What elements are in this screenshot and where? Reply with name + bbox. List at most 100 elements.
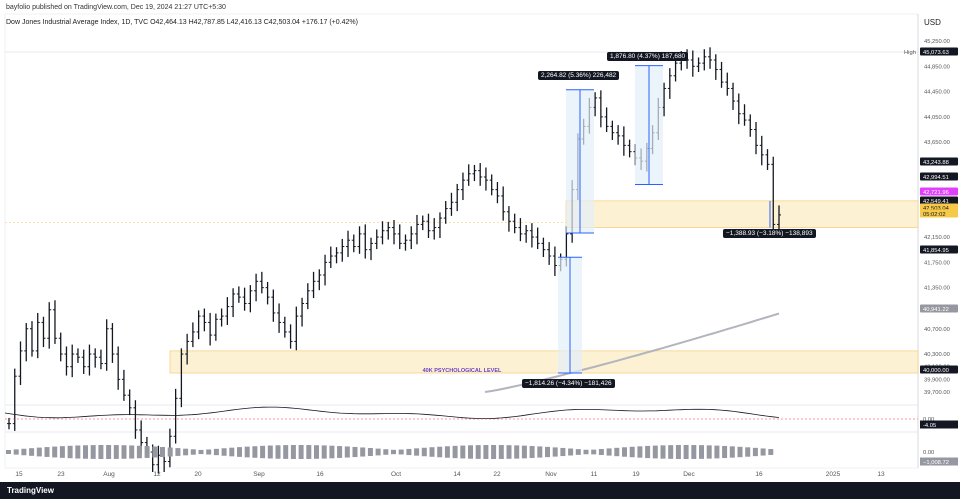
ohlc-bar xyxy=(392,219,396,245)
histogram-bar xyxy=(722,445,728,459)
histogram-bar xyxy=(52,446,58,458)
histogram-bar xyxy=(206,449,212,455)
ohlc-bar xyxy=(7,417,11,430)
high-label: High xyxy=(904,50,916,56)
measure-label-down-2: −1,388.93 (−3.18%) −138,893 xyxy=(723,229,816,238)
ohlc-bar xyxy=(328,246,333,269)
histogram-bar xyxy=(706,445,712,459)
ohlc-bar xyxy=(426,213,431,239)
ohlc-bar xyxy=(35,312,40,359)
histogram-bar xyxy=(529,446,535,458)
ohlc-bar xyxy=(702,49,707,71)
measure-label-up-2: 1,876.80 (4.37%) 187,680 xyxy=(607,52,689,61)
histogram-bar xyxy=(290,445,296,459)
zone-support xyxy=(565,200,919,228)
x-tick-label: 11 xyxy=(591,471,598,478)
histogram-bar xyxy=(252,446,258,458)
histogram-bar xyxy=(67,445,73,459)
histogram-bar xyxy=(352,446,358,458)
histogram-bar xyxy=(444,446,450,458)
histogram-bar xyxy=(591,449,597,455)
histogram-bar xyxy=(375,448,381,456)
price-tag xyxy=(920,304,958,313)
histogram-bar xyxy=(136,445,142,459)
x-tick-label: 20 xyxy=(194,471,202,478)
ohlc-bar xyxy=(627,139,632,158)
histogram-bar xyxy=(21,448,27,456)
histogram-bar xyxy=(221,448,227,456)
histogram-bar xyxy=(229,447,235,457)
price-tag-label: 42,549.41 xyxy=(923,199,949,205)
histogram-bar xyxy=(645,445,651,459)
ohlc-bar xyxy=(18,341,23,386)
ohlc-bar xyxy=(403,234,408,251)
histogram-bar xyxy=(691,445,697,459)
histogram-bar xyxy=(398,449,404,455)
ohlc-bar xyxy=(47,302,52,349)
ohlc-bar xyxy=(621,126,626,156)
ohlc-bar xyxy=(52,300,57,344)
histogram-bar xyxy=(337,446,343,458)
histogram-bar xyxy=(537,446,543,458)
price-tag xyxy=(920,47,958,56)
histogram-bar xyxy=(683,445,689,459)
ohlc-bar xyxy=(265,281,270,305)
histogram-bar xyxy=(622,447,627,457)
histogram-bar xyxy=(737,446,743,458)
ohlc-bar xyxy=(334,247,339,264)
ohlc-bar xyxy=(409,226,414,250)
histogram-bar xyxy=(113,445,119,459)
ohlc-bar xyxy=(225,297,230,325)
histogram-bar xyxy=(129,445,135,459)
y-tick-label: 40,300.00 xyxy=(924,352,950,358)
x-tick-label: 14 xyxy=(453,471,461,478)
ohlc-bar xyxy=(179,348,184,408)
ohlc-bar xyxy=(64,346,69,376)
ohlc-bar xyxy=(317,269,322,291)
price-tag-label: 43,243.88 xyxy=(923,160,949,166)
histogram-bar xyxy=(198,449,204,455)
ohlc-bar xyxy=(29,321,34,357)
ohlc-bar xyxy=(777,205,781,234)
ohlc-bar xyxy=(110,323,115,363)
ohlc-bar xyxy=(311,271,316,299)
price-chart: 40K PSYCHOLOGICAL LEVEL 15 23 Aug 12 20 Sep 16 O… xyxy=(4,13,958,478)
x-tick-label: 13 xyxy=(877,471,885,478)
ohlc-bar xyxy=(460,172,465,201)
ohlc-bar xyxy=(771,156,776,232)
histogram-bar xyxy=(152,446,158,458)
ohlc-bar xyxy=(75,348,80,363)
price-tag-label: 40,000.00 xyxy=(923,368,949,374)
ohlc-bar xyxy=(518,218,523,242)
histogram-bar xyxy=(452,445,458,459)
y-tick-label: 44,450.00 xyxy=(924,90,950,96)
histogram-bar xyxy=(675,445,681,459)
ohlc-bar xyxy=(512,213,517,234)
histogram-bar xyxy=(59,446,65,458)
histogram-bar xyxy=(468,445,473,459)
histogram-bar xyxy=(98,445,104,459)
histogram-bar xyxy=(329,445,335,459)
x-tick-label: 23 xyxy=(57,471,65,478)
currency-label[interactable]: USD xyxy=(924,18,941,27)
ohlc-bar xyxy=(420,215,425,231)
ohlc-bar xyxy=(524,225,529,243)
histogram-bar xyxy=(29,448,35,456)
histogram-bar xyxy=(545,446,550,458)
histogram-bar xyxy=(406,448,412,456)
ohlc-bar xyxy=(213,313,218,341)
ohlc-bar xyxy=(305,283,310,310)
ohlc-bar xyxy=(414,214,419,245)
ohlc-bar xyxy=(116,346,121,390)
histogram-bar xyxy=(190,449,196,455)
histogram-bar xyxy=(514,445,520,459)
price-tag-label: 42,994.51 xyxy=(923,175,949,181)
histogram-bar xyxy=(575,449,581,455)
price-tag xyxy=(920,245,958,254)
ohlc-bar xyxy=(731,82,736,110)
ohlc-bar xyxy=(386,221,391,240)
ohlc-bar xyxy=(541,237,546,257)
ohlc-bar xyxy=(12,368,17,431)
tradingview-logo[interactable]: TradingView xyxy=(7,486,54,495)
histogram-bar xyxy=(429,447,435,457)
